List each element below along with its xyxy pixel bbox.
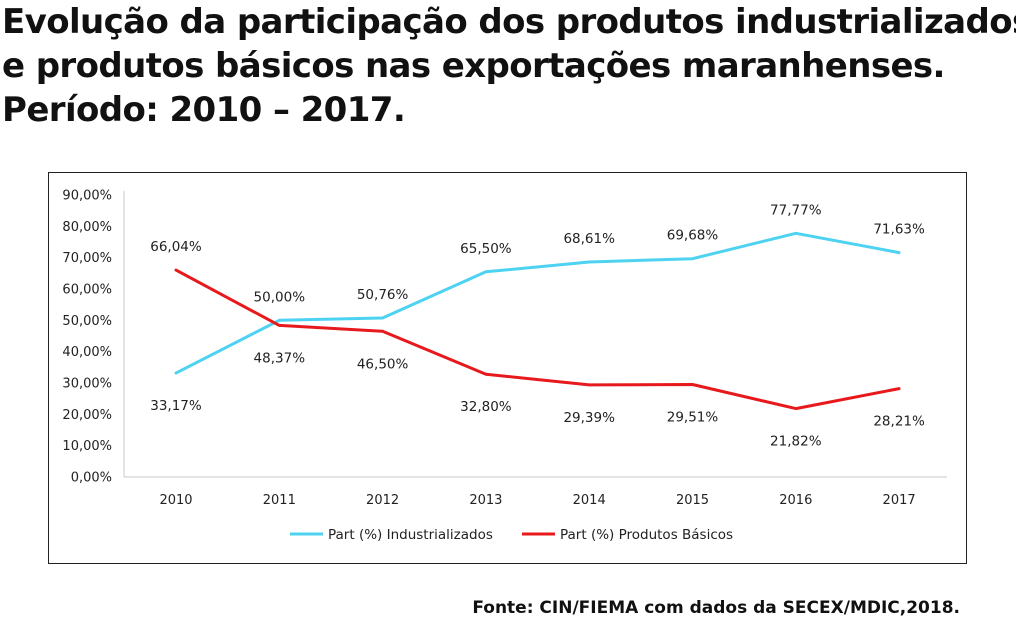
chart-frame: 0,00% 10,00% 20,00% 30,00% 40,00% 50,00% 60,00… <box>48 172 967 564</box>
line-chart: 0,00% 10,00% 20,00% 30,00% 40,00% 50,00% 60,00… <box>62 189 947 543</box>
legend-label-produtos-basicos: Part (%) Produtos Básicos <box>560 527 733 543</box>
title-line-2: e produtos básicos nas exportações maran… <box>2 46 945 86</box>
y-tick-label: 30,00% <box>62 377 112 392</box>
data-label-produtos-basicos: 29,51% <box>667 410 719 426</box>
data-label-industrializados: 77,77% <box>770 202 822 218</box>
data-label-produtos-basicos: 21,82% <box>770 434 822 450</box>
y-tick-label: 90,00% <box>62 189 112 204</box>
y-tick-label: 50,00% <box>62 314 112 329</box>
y-tick-label: 20,00% <box>62 408 112 423</box>
x-tick-label: 2010 <box>159 493 192 508</box>
x-tick-label: 2017 <box>883 493 916 508</box>
x-tick-label: 2016 <box>779 493 812 508</box>
title-line-1: Evolução da participação dos produtos in… <box>2 2 1016 42</box>
x-tick-label: 2011 <box>263 493 296 508</box>
y-tick-label: 60,00% <box>62 283 112 298</box>
series-line-produtos-basicos <box>174 268 901 411</box>
data-label-industrializados: 65,50% <box>460 241 512 257</box>
y-tick-label: 40,00% <box>62 345 112 360</box>
data-label-produtos-basicos: 29,39% <box>563 410 615 426</box>
chart-title: Evolução da participação dos produtos in… <box>2 0 1016 132</box>
y-tick-label: 10,00% <box>62 439 112 454</box>
y-tick-label: 80,00% <box>62 220 112 235</box>
data-label-industrializados: 50,76% <box>357 287 409 303</box>
y-tick-label: 70,00% <box>62 251 112 266</box>
data-label-produtos-basicos: 66,04% <box>150 239 202 255</box>
legend-label-industrializados: Part (%) Industrializados <box>328 527 493 543</box>
data-label-produtos-basicos: 48,37% <box>254 350 306 366</box>
y-tick-label: 0,00% <box>71 471 112 486</box>
data-label-industrializados: 50,00% <box>254 289 306 305</box>
data-label-industrializados: 68,61% <box>563 231 615 247</box>
data-label-industrializados: 33,17% <box>150 398 202 414</box>
x-tick-label: 2014 <box>573 493 606 508</box>
data-label-produtos-basicos: 32,80% <box>460 399 512 415</box>
x-tick-label: 2013 <box>469 493 502 508</box>
data-label-industrializados: 71,63% <box>873 222 925 238</box>
source-note: Fonte: CIN/FIEMA com dados da SECEX/MDIC… <box>472 598 960 618</box>
title-line-3: Período: 2010 – 2017. <box>2 90 406 130</box>
data-label-industrializados: 69,68% <box>667 228 719 244</box>
x-tick-label: 2012 <box>366 493 399 508</box>
data-label-produtos-basicos: 28,21% <box>873 414 925 430</box>
data-label-produtos-basicos: 46,50% <box>357 356 409 372</box>
series-line-industrializados <box>174 231 901 375</box>
x-tick-label: 2015 <box>676 493 709 508</box>
